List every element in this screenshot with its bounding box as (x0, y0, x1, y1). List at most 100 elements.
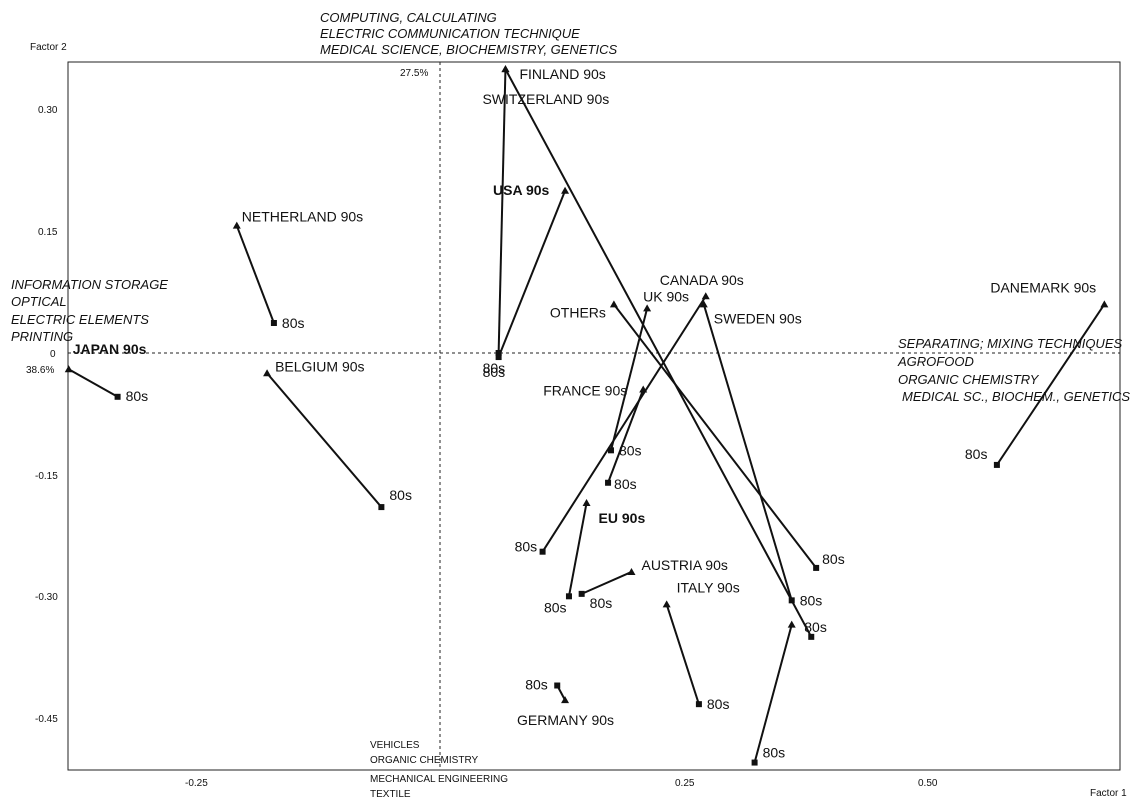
axis-annotation-left: OPTICAL (11, 294, 67, 309)
point-label-90s: OTHERs (550, 304, 606, 320)
trajectory-line (613, 303, 817, 569)
point-90s-marker (627, 567, 636, 575)
point-90s-marker (609, 300, 618, 308)
trajectory-line (235, 225, 275, 324)
point-label-80s: 80s (965, 446, 988, 462)
point-90s-marker (561, 186, 570, 194)
point-label-80s: 80s (483, 360, 506, 376)
point-label-80s: 80s (282, 315, 305, 331)
point-80s-marker (270, 319, 277, 326)
point-80s-marker (539, 548, 546, 555)
point-90s-marker (232, 221, 241, 229)
trajectory-line (996, 303, 1106, 466)
point-80s-marker (813, 564, 820, 571)
point-80s-marker (554, 682, 561, 689)
point-80s-marker (695, 701, 702, 708)
point-label-80s: 80s (763, 745, 786, 761)
y-tick-label: 0.30 (38, 105, 58, 116)
axis-annotation-right: MEDICAL SC., BIOCHEM., GENETICS (902, 389, 1130, 404)
trajectory-line (610, 308, 649, 451)
trajectory-line (581, 571, 632, 595)
point-80s-marker (808, 633, 815, 640)
axis-annotation-left: PRINTING (11, 329, 73, 344)
point-80s-marker (565, 593, 572, 600)
point-90s-marker (787, 620, 796, 628)
point-80s-marker (993, 461, 1000, 468)
point-label-80s: 80s (707, 696, 730, 712)
axis-annotation-right: ORGANIC CHEMISTRY (898, 372, 1040, 387)
y-axis-title: Factor 2 (30, 42, 67, 53)
y-tick-label: 0.15 (38, 227, 58, 238)
axis-annotation-right: SEPARATING; MIXING TECHNIQUES (898, 336, 1122, 351)
trajectory-line (68, 368, 119, 398)
point-90s-marker (643, 304, 652, 312)
y-tick-label: -0.15 (35, 471, 58, 482)
axis-annotation-top: MEDICAL SCIENCE, BIOCHEMISTRY, GENETICS (320, 42, 617, 57)
point-label-90s: SWEDEN 90s (714, 310, 802, 326)
point-90s-marker (699, 300, 708, 308)
point-label-80s: 80s (126, 388, 149, 404)
point-label-90s: NETHERLAND 90s (242, 209, 363, 225)
axis-annotation-right: AGROFOOD (897, 354, 974, 369)
x-tick-label: -0.25 (185, 778, 208, 789)
point-label-80s: 80s (483, 364, 506, 380)
point-80s-marker (605, 479, 612, 486)
point-80s-marker (751, 759, 758, 766)
point-label-90s: JAPAN 90s (73, 341, 147, 357)
point-80s-marker (495, 354, 502, 361)
point-label-80s: 80s (822, 551, 845, 567)
point-label-80s: 80s (800, 592, 823, 608)
point-90s-marker (662, 600, 671, 608)
trajectory-line (497, 190, 566, 358)
point-90s-marker (639, 385, 648, 393)
axis-annotation-top: ELECTRIC COMMUNICATION TECHNIQUE (320, 26, 580, 41)
x-axis-title: Factor 1 (1090, 788, 1127, 799)
point-90s-marker (561, 696, 570, 704)
axis-annotation-bottom: MECHANICAL ENGINEERING (370, 774, 508, 785)
point-80s-marker (378, 504, 385, 511)
trajectory-line (665, 604, 700, 705)
axis-annotation-bottom: ORGANIC CHEMISTRY (370, 755, 478, 766)
point-label-90s: GERMANY 90s (517, 712, 614, 728)
point-label-90s: ITALY 90s (677, 579, 740, 595)
point-80s-marker (607, 447, 614, 454)
point-label-90s: CANADA 90s (660, 272, 744, 288)
point-label-80s: 80s (544, 599, 567, 615)
axis-annotation-bottom: TEXTILE (370, 789, 411, 800)
point-label-90s: AUSTRIA 90s (641, 557, 727, 573)
axis-annotation-left: ELECTRIC ELEMENTS (11, 312, 149, 327)
y-axis-percent: 27.5% (400, 68, 428, 79)
trajectory-line (753, 624, 793, 763)
point-label-80s: 80s (525, 677, 548, 693)
point-90s-marker (1100, 300, 1109, 308)
trajectory-line (266, 372, 383, 508)
point-label-80s: 80s (614, 476, 637, 492)
trajectory-line (567, 502, 588, 597)
point-80s-marker (578, 590, 585, 597)
trajectory-line (504, 68, 813, 638)
axis-annotation-bottom: VEHICLES (370, 740, 420, 751)
point-label-90s: EU 90s (599, 510, 646, 526)
point-label-80s: 80s (619, 442, 642, 458)
point-label-80s: 80s (590, 595, 613, 611)
data-marks: 80s FINLAND 90s 80s USA 90s 80s NETHERLAND 90… (64, 65, 1109, 766)
point-label-80s: 80s (389, 487, 412, 503)
point-90s-marker (64, 365, 73, 373)
point-label-90s: BELGIUM 90s (275, 358, 364, 374)
point-label-90s: UK 90s (643, 288, 689, 304)
trajectory-line (541, 295, 707, 553)
x-tick-label: 0.50 (918, 778, 938, 789)
y-tick-label: 0 (50, 349, 56, 360)
point-90s-marker (582, 499, 591, 507)
point-label-90s: SWITZERLAND 90s (482, 91, 609, 107)
point-label-90s: FINLAND 90s (519, 66, 605, 82)
x-tick-label: 0.25 (675, 778, 695, 789)
point-90s-marker (501, 65, 510, 73)
y-tick-label: -0.45 (35, 714, 58, 725)
x-axis-percent: 38.6% (26, 365, 54, 376)
axis-annotation-left: INFORMATION STORAGE (11, 277, 168, 292)
y-tick-label: -0.30 (35, 592, 58, 603)
point-80s-marker (495, 350, 502, 356)
axis-annotation-top: COMPUTING, CALCULATING (320, 10, 497, 25)
